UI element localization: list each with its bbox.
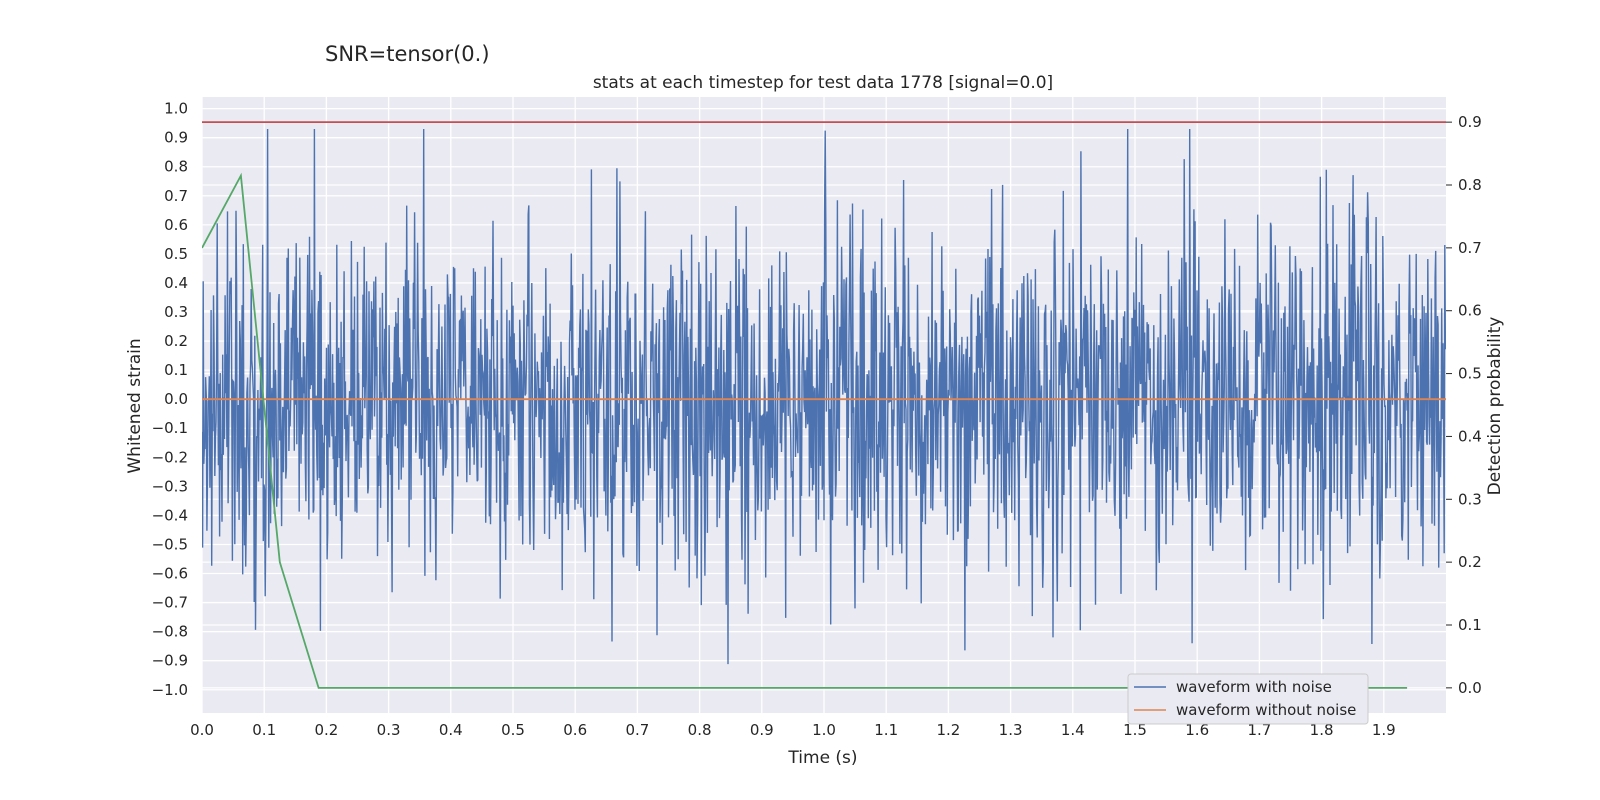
series-waveform-with-noise (202, 128, 1446, 665)
y-tick-label: 0.1 (164, 361, 188, 379)
x-tick-label: 1.7 (1247, 721, 1271, 739)
y-tick-label: 0.9 (164, 129, 188, 147)
x-tick-label: 0.6 (563, 721, 587, 739)
x-tick-label: 0.0 (190, 721, 214, 739)
y-tick-label: 0.0 (164, 390, 188, 408)
chart-title: stats at each timestep for test data 177… (593, 73, 1053, 93)
legend-box (1127, 673, 1369, 725)
y-tick-label: 0.6 (164, 216, 188, 234)
y-tick-label: −0.9 (152, 652, 188, 670)
y-right-tick-label: 0.2 (1458, 553, 1482, 571)
y-tick-label: −1.0 (152, 681, 188, 699)
y-tick-label: −0.1 (152, 419, 188, 437)
y-tick-label: −0.4 (152, 506, 188, 524)
x-tick-label: 0.3 (377, 721, 401, 739)
legend-label-noise: waveform with noise (1176, 678, 1332, 696)
x-tick-label: 1.1 (874, 721, 898, 739)
y-axis-label: Whitened strain (125, 338, 145, 473)
x-tick-label: 1.4 (1061, 721, 1085, 739)
x-tick-label: 1.5 (1123, 721, 1147, 739)
y-right-tick-label: 0.5 (1458, 365, 1482, 383)
x-tick-label: 1.2 (936, 721, 960, 739)
y-tick-label: 0.3 (164, 303, 188, 321)
x-tick-label: 0.5 (501, 721, 525, 739)
y-axis-right-label: Detection probability (1485, 317, 1505, 496)
x-tick-label: 1.3 (999, 721, 1023, 739)
y-right-tick-label: 0.8 (1458, 176, 1482, 194)
x-tick-label: 0.7 (625, 721, 649, 739)
y-right-tick-label: 0.1 (1458, 616, 1482, 634)
y-tick-label: −0.2 (152, 448, 188, 466)
x-tick-label: 1.8 (1310, 721, 1334, 739)
x-tick-label: 1.6 (1185, 721, 1209, 739)
y-tick-label: −0.3 (152, 477, 188, 495)
y-tick-label: −0.5 (152, 535, 188, 553)
legend-label-clean: waveform without noise (1176, 701, 1356, 719)
y-tick-label: −0.8 (152, 623, 188, 641)
y-right-tick-label: 0.9 (1458, 113, 1482, 131)
y-axis-left: 1.0 0.9 0.8 0.7 0.6 0.5 0.4 0.3 0.2 0.1 0.0 −0.1 −0.… (152, 100, 188, 699)
x-tick-label: 0.8 (688, 721, 712, 739)
y-right-tick-label: 0.6 (1458, 302, 1482, 320)
legend: waveform with noise waveform without noi… (1127, 673, 1369, 725)
y-tick-label: 0.4 (164, 274, 188, 292)
figure-suptitle: SNR=tensor(0.) (325, 42, 490, 66)
y-tick-label: −0.7 (152, 594, 188, 612)
x-tick-label: 0.4 (439, 721, 463, 739)
y-tick-label: 0.5 (164, 245, 188, 263)
y-right-tick-label: 0.4 (1458, 427, 1482, 445)
x-tick-label: 0.2 (314, 721, 338, 739)
y-right-tick-label: 0.7 (1458, 239, 1482, 257)
x-tick-label: 1.0 (812, 721, 836, 739)
y-tick-label: 0.8 (164, 158, 188, 176)
x-tick-label: 0.1 (252, 721, 276, 739)
x-tick-label: 0.9 (750, 721, 774, 739)
y-tick-label: 0.7 (164, 187, 188, 205)
y-right-tick-label: 0.0 (1458, 679, 1482, 697)
y-tick-label: 0.2 (164, 332, 188, 350)
y-tick-label: −0.6 (152, 565, 188, 583)
y-axis-right: 0.9 0.8 0.7 0.6 0.5 0.4 0.3 0.2 0.1 0.0 (1446, 113, 1482, 697)
y-right-tick-label: 0.3 (1458, 490, 1482, 508)
x-axis-label: Time (s) (787, 748, 857, 768)
x-tick-label: 1.9 (1372, 721, 1396, 739)
x-axis: 0.0 0.1 0.2 0.3 0.4 0.5 0.6 0.7 0.8 0.9 1.0 1.1 1.2 1… (190, 721, 1396, 739)
y-tick-label: 1.0 (164, 100, 188, 118)
